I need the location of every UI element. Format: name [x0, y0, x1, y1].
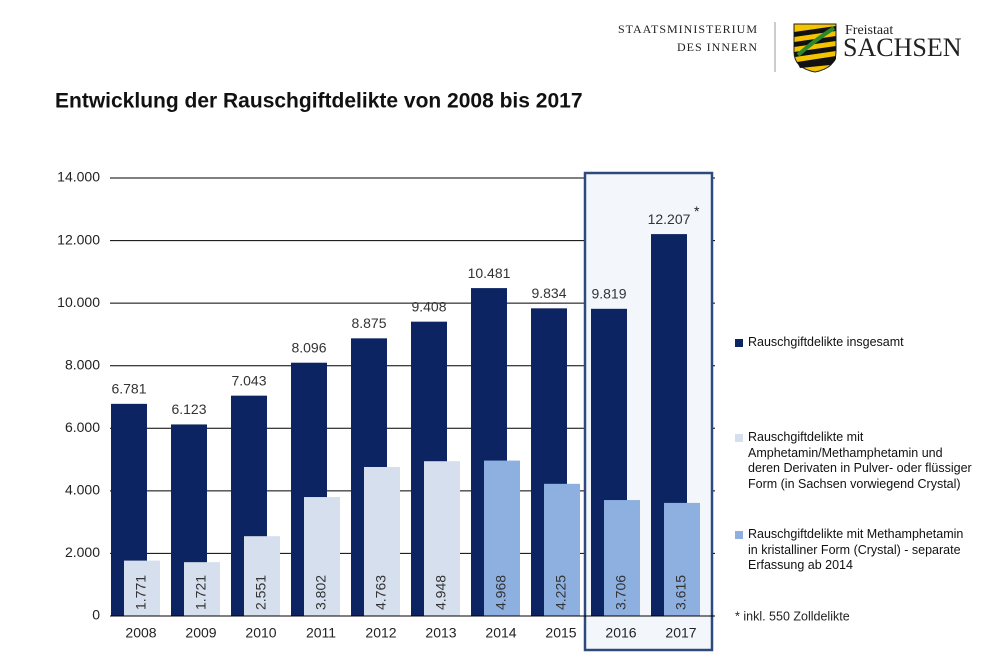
x-tick-label: 2009	[185, 625, 216, 641]
value-label: 4.225	[553, 575, 569, 610]
y-tick-label: 4.000	[65, 482, 100, 498]
x-tick-label: 2016	[605, 625, 636, 641]
chart-title: Entwicklung der Rauschgiftdelikte von 20…	[55, 90, 583, 113]
bar	[124, 560, 160, 616]
value-label: 3.802	[313, 575, 329, 610]
value-label: 7.043	[231, 372, 266, 388]
value-label: 6.123	[171, 401, 206, 417]
value-label: 9.819	[591, 286, 626, 302]
legend-label: Rauschgiftdelikte insgesamt	[748, 335, 904, 349]
x-tick-label: 2015	[545, 625, 576, 641]
value-label: 3.706	[613, 575, 629, 610]
x-tick-label: 2012	[365, 625, 396, 641]
x-tick-label: 2014	[485, 625, 516, 641]
legend-swatch	[735, 531, 743, 539]
y-tick-label: 12.000	[57, 231, 100, 247]
bar	[484, 460, 520, 616]
x-tick-label: 2013	[425, 625, 456, 641]
legend-swatch	[735, 339, 743, 347]
y-tick-label: 2.000	[65, 544, 100, 560]
value-label: 9.408	[411, 298, 446, 314]
value-label: 10.481	[468, 265, 511, 281]
ministry-line: STAATSMINISTERIUM	[618, 22, 758, 36]
bar	[244, 536, 280, 616]
legend-item: Rauschgiftdelikte mit Methamphetamin in …	[735, 527, 975, 574]
bar	[424, 461, 460, 616]
bar	[664, 502, 700, 616]
y-tick-label: 14.000	[57, 169, 100, 185]
footnote-marker: *	[694, 203, 700, 219]
bar	[364, 466, 400, 616]
bar	[604, 500, 640, 616]
value-label: 4.968	[493, 575, 509, 610]
value-label: 1.721	[193, 575, 209, 610]
value-label: 6.781	[111, 381, 146, 397]
x-tick-label: 2011	[306, 625, 336, 641]
ministry-line: DES INNERN	[677, 40, 758, 54]
x-tick-label: 2010	[245, 625, 276, 641]
value-label: 8.096	[291, 339, 326, 355]
y-tick-label: 10.000	[57, 294, 100, 310]
legend-item: Rauschgiftdelikte insgesamt	[735, 335, 975, 351]
legend-swatch	[735, 434, 743, 442]
bar	[184, 562, 220, 616]
value-label: 4.948	[433, 575, 449, 610]
value-label: 1.771	[133, 575, 149, 610]
y-tick-label: 0	[92, 607, 100, 623]
value-label: 2.551	[253, 575, 269, 610]
coat-of-arms	[793, 23, 837, 73]
legend-label: Rauschgiftdelikte mit Methamphetamin in …	[748, 527, 964, 573]
y-tick-label: 6.000	[65, 419, 100, 435]
value-label: 12.207	[648, 211, 691, 227]
value-label: 8.875	[351, 315, 386, 331]
state-label: Freistaat	[845, 23, 893, 38]
x-tick-label: 2008	[125, 625, 156, 641]
value-label: 4.763	[373, 575, 389, 610]
y-tick-label: 8.000	[65, 356, 100, 372]
footnote: * inkl. 550 Zolldelikte	[735, 609, 850, 623]
value-label: 9.834	[531, 285, 566, 301]
legend-label: Rauschgiftdelikte mit Amphetamin/Methamp…	[748, 430, 972, 491]
x-tick-label: 2017	[665, 625, 696, 641]
legend-item: Rauschgiftdelikte mit Amphetamin/Methamp…	[735, 430, 975, 493]
state-name: SACHSEN	[843, 33, 962, 62]
bar	[304, 497, 340, 616]
value-label: 3.615	[673, 575, 689, 610]
bar	[544, 483, 580, 616]
